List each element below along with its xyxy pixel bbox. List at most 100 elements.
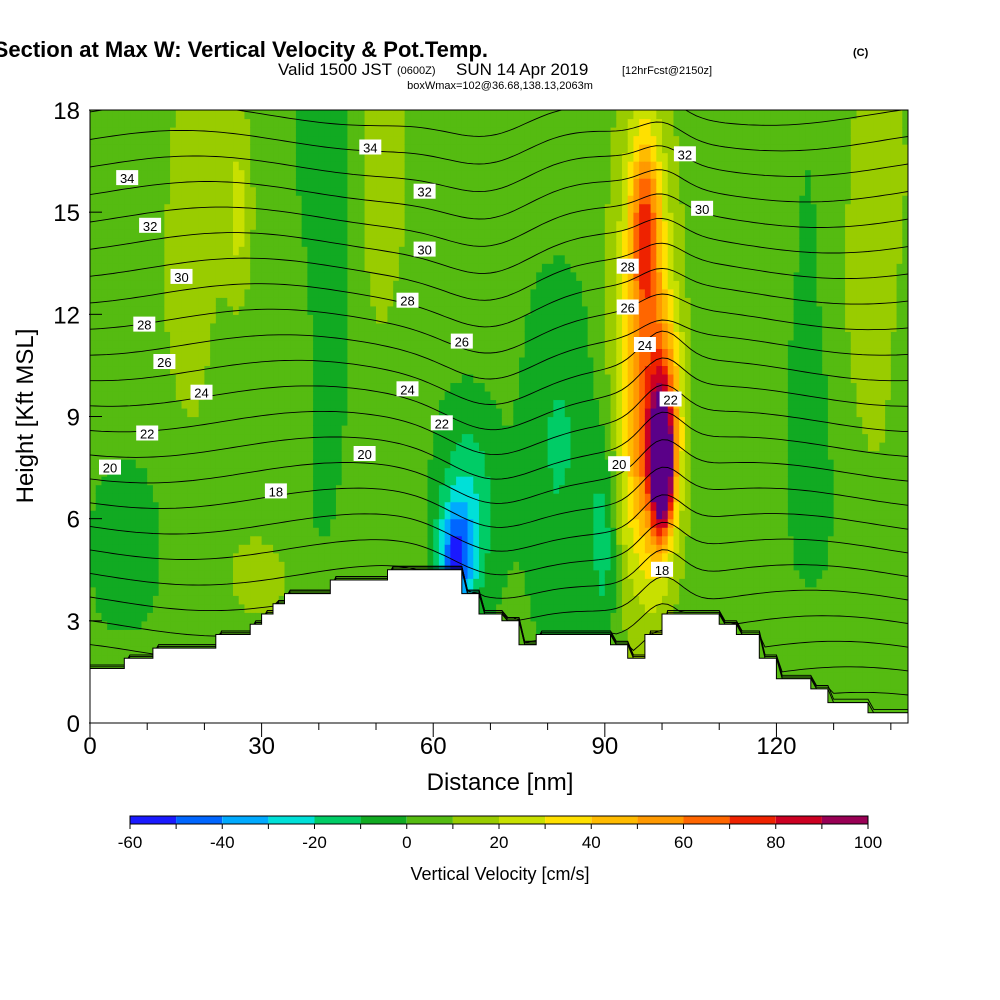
vv-cell: [427, 476, 434, 486]
vv-cell: [341, 552, 349, 562]
vv-cell: [473, 220, 480, 230]
vv-cell: [376, 118, 383, 128]
vv-cell: [433, 331, 440, 341]
vv-cell: [290, 382, 297, 392]
vv-cell: [456, 510, 463, 520]
vv-cell: [244, 220, 251, 230]
vv-cell: [473, 356, 480, 367]
vv-cell: [267, 561, 274, 571]
vv-cell: [107, 382, 114, 392]
vv-cell: [341, 322, 349, 332]
vv-cell: [261, 169, 268, 179]
vv-cell: [112, 637, 120, 647]
vv-cell: [438, 127, 446, 137]
vv-cell: [135, 169, 143, 179]
vv-cell: [301, 450, 308, 460]
vv-cell: [416, 195, 423, 205]
vv-cell: [181, 578, 188, 588]
vv-cell: [444, 254, 451, 264]
vv-cell: [313, 127, 320, 137]
vv-cell: [376, 305, 383, 315]
vv-cell: [353, 527, 360, 537]
vv-cell: [410, 416, 417, 426]
vv-cell: [267, 407, 274, 418]
vv-cell: [444, 271, 451, 281]
vv-cell: [221, 195, 228, 205]
vv-cell: [124, 237, 131, 247]
vv-cell: [101, 322, 108, 332]
vv-cell: [141, 382, 148, 392]
vv-cell: [290, 569, 297, 579]
vv-cell: [175, 535, 183, 545]
vv-cell: [444, 203, 451, 213]
vv-cell: [324, 552, 331, 562]
vv-cell: [204, 169, 211, 179]
vv-cell: [273, 263, 280, 273]
vv-cell: [273, 373, 280, 384]
vv-cell: [324, 297, 331, 307]
vv-cell: [204, 425, 211, 435]
vv-cell: [335, 561, 343, 571]
vv-cell: [175, 612, 183, 622]
vv-cell: [313, 390, 320, 401]
vv-cell: [387, 314, 394, 324]
vv-cell: [175, 637, 183, 647]
vv-cell: [95, 569, 103, 579]
vv-cell: [181, 365, 188, 375]
vv-cell: [398, 467, 406, 477]
vv-cell: [456, 263, 463, 273]
vv-cell: [313, 229, 320, 239]
vv-cell: [370, 229, 377, 239]
vv-cell: [255, 561, 263, 571]
vv-cell: [255, 459, 263, 469]
vv-cell: [215, 416, 223, 426]
vv-cell: [324, 510, 331, 520]
vv-cell: [284, 561, 291, 571]
vv-cell: [273, 246, 280, 256]
vv-cell: [364, 399, 371, 409]
vv-cell: [444, 467, 451, 477]
vv-cell: [261, 467, 268, 477]
vv-cell: [107, 578, 114, 588]
vv-cell: [398, 544, 406, 554]
vv-cell: [118, 118, 125, 128]
vv-cell: [467, 246, 474, 256]
vv-cell: [290, 127, 297, 137]
vv-cell: [215, 178, 223, 188]
vv-cell: [478, 578, 486, 588]
vv-cell: [393, 493, 400, 503]
vv-cell: [261, 135, 268, 145]
vv-cell: [192, 425, 200, 435]
vv-cell: [273, 467, 280, 477]
vv-cell: [341, 152, 349, 162]
vv-cell: [330, 144, 337, 154]
vv-cell: [456, 552, 463, 562]
vv-cell: [227, 493, 234, 503]
vv-cell: [341, 518, 349, 528]
vv-cell: [347, 552, 354, 562]
vv-cell: [353, 399, 360, 409]
vv-cell: [244, 110, 251, 120]
vv-cell: [461, 110, 469, 120]
vv-cell: [335, 169, 343, 179]
vv-cell: [238, 544, 246, 554]
vv-cell: [398, 161, 406, 171]
vv-cell: [273, 322, 280, 332]
vv-cell: [107, 433, 114, 443]
vv-cell: [135, 229, 143, 239]
vv-cell: [438, 365, 446, 375]
vv-cell: [187, 544, 194, 554]
vv-cell: [267, 348, 274, 358]
vv-cell: [433, 186, 440, 196]
vv-cell: [318, 280, 326, 290]
vv-cell: [118, 484, 125, 494]
vv-cell: [421, 356, 429, 367]
vv-cell: [164, 271, 171, 281]
vv-cell: [341, 203, 349, 213]
vv-cell: [158, 416, 165, 426]
vv-cell: [410, 305, 417, 315]
vv-cell: [164, 178, 171, 188]
vv-cell: [250, 322, 257, 332]
vv-cell: [461, 390, 469, 401]
vv-cell: [267, 535, 274, 545]
